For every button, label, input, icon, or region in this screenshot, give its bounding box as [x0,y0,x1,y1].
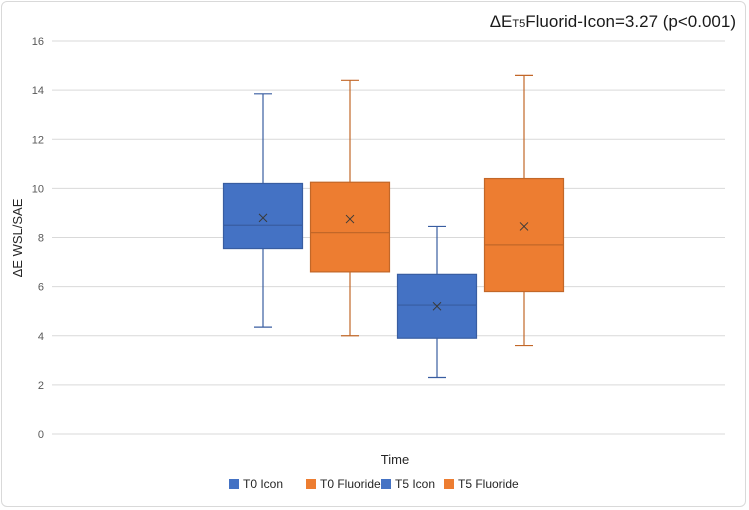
y-tick-label-12: 12 [32,134,44,146]
iqr-box [222,182,304,250]
y-tick-label-4: 4 [38,331,44,343]
box-t0-icon [222,93,304,328]
box-t5-icon [396,225,478,379]
mean-marker-stroke-b [432,301,442,311]
annotation-prefix: ΔE [490,12,513,31]
legend-item-t0-fluoride: T0 Fluoride [306,477,381,491]
y-tick-label-14: 14 [32,85,44,97]
stat-annotation: ΔET5Fluorid-Icon=3.27 (p<0.001) [490,12,736,31]
legend-item-t5-icon: T5 Icon [381,477,435,491]
y-tick-label-8: 8 [38,233,44,245]
mean-marker-stroke-b [345,214,355,224]
y-tick-label-2: 2 [38,380,44,392]
annotation-suffix: Fluorid-Icon=3.27 (p<0.001) [525,12,736,31]
legend-item-t5-fluoride: T5 Fluoride [444,477,519,491]
box-t0-fluoride [309,79,391,337]
y-tick-label-0: 0 [38,429,44,441]
x-axis-title: Time [381,452,409,467]
legend-label: T5 Fluoride [458,477,519,491]
mean-marker-stroke-b [258,213,268,223]
y-tick-label-16: 16 [32,36,44,48]
y-tick-label-6: 6 [38,282,44,294]
annotation-subscript: T5 [512,18,525,30]
y-axis-title: ΔE WSL/SAE [10,198,25,277]
mean-marker [258,213,268,223]
legend-swatch [306,479,316,489]
legend-label: T5 Icon [395,477,435,491]
legend-swatch [229,479,239,489]
legend-label: T0 Fluoride [320,477,381,491]
mean-marker-stroke-b [519,222,529,231]
legend-swatch [444,479,454,489]
legend-item-t0-icon: T0 Icon [229,477,283,491]
mean-marker [519,222,529,231]
iqr-box [483,177,565,293]
legend-label: T0 Icon [243,477,283,491]
box-t5-fluoride [483,74,565,347]
iqr-box [309,181,391,273]
legend-swatch [381,479,391,489]
box-series [222,74,565,379]
mean-marker [345,214,355,224]
y-axis-ticks: 0 2 4 6 8 10 12 14 16 [32,36,44,441]
legend: T0 Icon T0 Fluoride T5 Icon T5 Fluoride [229,477,519,491]
y-tick-label-10: 10 [32,183,44,195]
mean-marker [432,301,442,311]
